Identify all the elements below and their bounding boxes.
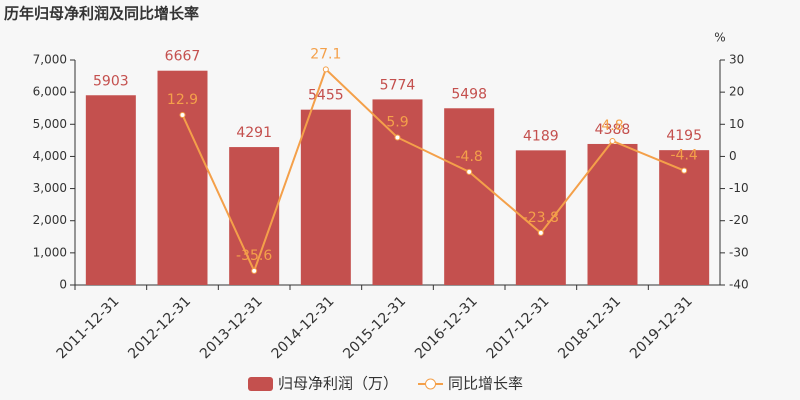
bar-value-label: 5498: [451, 86, 487, 102]
y2-tick-label: -10: [729, 181, 749, 195]
y-tick-label: 2,000: [33, 213, 67, 227]
line-value-label: -23.8: [523, 210, 559, 226]
bar-value-label: 4195: [666, 128, 702, 144]
bar-value-label: 4189: [523, 128, 559, 144]
x-tick-label: 2018-12-31: [555, 293, 624, 362]
y2-unit: %: [714, 31, 725, 45]
y-tick-label: 7,000: [33, 53, 67, 67]
y-tick-label: 4,000: [33, 149, 67, 163]
line-value-label: -4.8: [456, 149, 483, 165]
bar-value-label: 4291: [236, 125, 272, 141]
line-value-label: 27.1: [310, 46, 341, 62]
y-tick-label: 5,000: [33, 117, 67, 131]
x-tick-label: 2011-12-31: [54, 293, 123, 362]
y-tick-label: 3,000: [33, 181, 67, 195]
legend-label: 归母净利润（万）: [278, 375, 398, 393]
legend-swatch: [248, 377, 273, 391]
bar: [157, 70, 208, 285]
line-value-label: 4.8: [601, 118, 623, 134]
x-tick-label: 2019-12-31: [627, 293, 696, 362]
bar: [444, 108, 495, 286]
bar: [300, 109, 351, 286]
bar: [85, 95, 136, 285]
bar: [229, 147, 280, 285]
bar-value-label: 4388: [595, 122, 631, 138]
line-point: [466, 168, 473, 175]
y-tick-label: 0: [59, 278, 67, 292]
x-tick-label: 2012-12-31: [125, 293, 194, 362]
line-point: [251, 267, 258, 274]
line-point: [394, 134, 401, 141]
y2-tick-label: -40: [729, 278, 749, 292]
line-point: [609, 138, 616, 144]
line-value-label: 12.9: [167, 92, 198, 108]
line-point: [322, 66, 329, 73]
y2-tick-label: 30: [729, 53, 744, 67]
line-point: [681, 167, 688, 174]
x-tick-label: 2016-12-31: [412, 293, 481, 362]
line: [181, 67, 685, 274]
y2-tick-label: 10: [729, 117, 744, 131]
y2-tick-label: -30: [729, 245, 749, 259]
y2-tick-label: 0: [729, 149, 737, 163]
bar: [372, 99, 423, 286]
x-tick-label: 2013-12-31: [197, 293, 266, 362]
x-tick-label: 2017-12-31: [484, 293, 553, 362]
y-tick-label: 1,000: [33, 245, 67, 259]
y2-tick-label: -20: [729, 213, 749, 227]
line-point: [537, 229, 544, 236]
bar-value-label: 5774: [380, 77, 416, 93]
y2-tick-label: 20: [729, 85, 744, 99]
line-value-label: 5.9: [386, 114, 408, 130]
bar-value-label: 5455: [308, 88, 344, 104]
line-point: [179, 111, 186, 118]
line-value-label: -4.4: [671, 148, 698, 164]
y-tick-label: 6,000: [33, 85, 67, 99]
legend-swatch: [425, 378, 437, 390]
bar-value-label: 6667: [165, 49, 201, 65]
line-value-label: -35.6: [236, 248, 272, 264]
bar: [587, 143, 638, 285]
bar-value-label: 5903: [93, 73, 129, 89]
chart-title: 历年归母净利润及同比增长率: [4, 5, 199, 23]
legend-label: 同比增长率: [448, 375, 523, 393]
x-tick-label: 2015-12-31: [340, 293, 409, 362]
x-tick-label: 2014-12-31: [269, 293, 338, 362]
